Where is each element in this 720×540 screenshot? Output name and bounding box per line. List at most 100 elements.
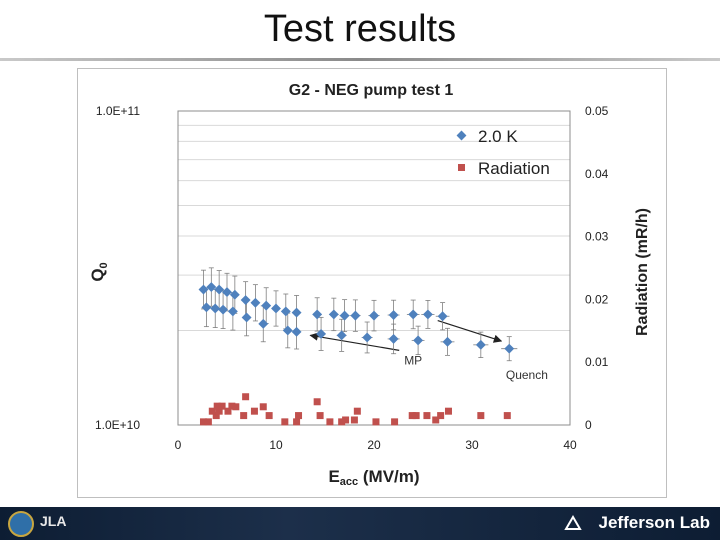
data-point-2K: [413, 335, 424, 346]
data-point-2K: [210, 303, 221, 314]
chart: G2 - NEG pump test 1 1.0E+11 1.0E+10 0 0.0…: [88, 82, 651, 488]
legend-label-2K: 2.0 K: [478, 127, 518, 146]
data-point-2K: [350, 310, 361, 321]
data-point-2K: [280, 306, 291, 317]
title-divider: [0, 58, 720, 61]
data-point-radiation: [412, 412, 420, 420]
data-point-radiation: [444, 407, 452, 415]
data-point-radiation: [218, 402, 226, 410]
data-point-2K: [291, 307, 302, 318]
y2-tick-label: 0.05: [585, 104, 609, 118]
data-point-radiation: [281, 418, 289, 426]
data-point-2K: [240, 295, 251, 305]
data-point-radiation: [250, 407, 258, 415]
data-point-radiation: [408, 412, 416, 420]
x-axis-label-rest: (MV/m): [358, 467, 419, 486]
data-point-radiation: [293, 418, 301, 426]
data-point-radiation: [313, 398, 321, 406]
data-point-radiation: [240, 412, 248, 420]
mp-arrow: [309, 332, 400, 351]
data-point-radiation: [232, 403, 240, 411]
x-tick-label: 10: [269, 438, 283, 452]
data-point-2K: [369, 310, 379, 321]
y-axis-label-sub: 0: [98, 262, 110, 268]
x-tick-label: 30: [465, 438, 479, 452]
y-tick-label: 1.0E+10: [95, 418, 140, 432]
legend-label-radiation: Radiation: [478, 159, 550, 178]
data-point-radiation: [224, 407, 232, 415]
y2-tick-label: 0.02: [585, 292, 609, 306]
x-tick-label: 0: [175, 438, 182, 452]
data-point-2K: [218, 304, 229, 315]
data-point-2K: [250, 297, 261, 308]
grid-layer: [178, 124, 570, 331]
y2-tick-label: 0.04: [585, 167, 609, 181]
data-point-2K: [388, 333, 399, 344]
data-point-2K: [271, 303, 281, 314]
y2-tick-label: 0: [585, 418, 592, 432]
data-point-radiation: [372, 418, 380, 426]
x-axis-label-main: E: [328, 467, 339, 486]
data-point-radiation: [350, 416, 358, 424]
y2-axis-label: Radiation (mR/h): [634, 208, 651, 336]
data-point-radiation: [213, 402, 221, 410]
data-point-radiation: [199, 418, 207, 426]
x-tick-label: 20: [367, 438, 381, 452]
data-point-2K: [261, 300, 272, 311]
data-point-2K: [336, 330, 347, 341]
data-point-2K: [201, 302, 212, 313]
data-point-radiation: [265, 412, 273, 420]
marks-layer: [198, 267, 518, 426]
data-point-radiation: [212, 412, 220, 420]
data-point-2K: [339, 310, 350, 321]
y-axis-ticks: 1.0E+11 1.0E+10: [95, 104, 140, 432]
data-point-2K: [422, 309, 433, 320]
x-axis-ticks: 0 10 20 30 40: [175, 438, 577, 452]
annotation-layer: MP Quench: [404, 353, 548, 382]
data-point-2K: [362, 332, 373, 343]
data-point-2K: [328, 309, 339, 320]
data-point-2K: [291, 326, 302, 337]
legend-marker-radiation: [458, 164, 465, 171]
data-point-2K: [312, 309, 323, 320]
data-point-2K: [282, 325, 293, 336]
data-point-radiation: [259, 403, 267, 411]
legend: 2.0 K Radiation: [456, 127, 550, 178]
data-point-radiation: [342, 416, 350, 424]
data-point-2K: [316, 328, 327, 339]
data-point-2K: [475, 339, 486, 350]
y2-axis-ticks: 0 0.01 0.02 0.03 0.04 0.05: [585, 104, 609, 432]
data-point-2K: [437, 311, 448, 322]
data-point-radiation: [432, 416, 440, 424]
footer-bar: JLA Jefferson Lab: [0, 507, 720, 540]
data-point-2K: [198, 284, 209, 295]
data-point-radiation: [215, 407, 223, 415]
y-axis-label-main: Q: [88, 268, 107, 281]
footer-brand: Jefferson Lab: [598, 513, 710, 532]
slide-title: Test results: [263, 8, 457, 50]
x-axis-label: Eacc (MV/m): [328, 467, 419, 488]
data-point-2K: [408, 309, 419, 320]
data-point-2K: [229, 289, 240, 300]
data-point-radiation: [204, 418, 212, 426]
y-tick-label: 1.0E+11: [96, 104, 140, 118]
data-point-2K: [388, 310, 399, 320]
data-point-radiation: [423, 412, 431, 420]
data-point-radiation: [477, 412, 485, 420]
y-axis-label: Q0: [88, 262, 110, 281]
data-point-2K: [504, 343, 515, 354]
data-point-2K: [241, 312, 252, 323]
x-tick-label: 40: [563, 438, 577, 452]
data-point-2K: [227, 306, 238, 317]
chart-title: G2 - NEG pump test 1: [289, 82, 454, 99]
data-point-radiation: [437, 412, 445, 420]
annotation-mp: MP: [404, 353, 422, 367]
data-point-2K: [206, 282, 217, 292]
y2-tick-label: 0.03: [585, 230, 609, 244]
quench-arrow: [437, 320, 503, 343]
data-point-2K: [258, 318, 269, 329]
jlab-mark-icon: [564, 515, 582, 530]
data-point-radiation: [208, 407, 216, 415]
data-point-radiation: [228, 402, 236, 410]
data-point-radiation: [353, 407, 361, 415]
